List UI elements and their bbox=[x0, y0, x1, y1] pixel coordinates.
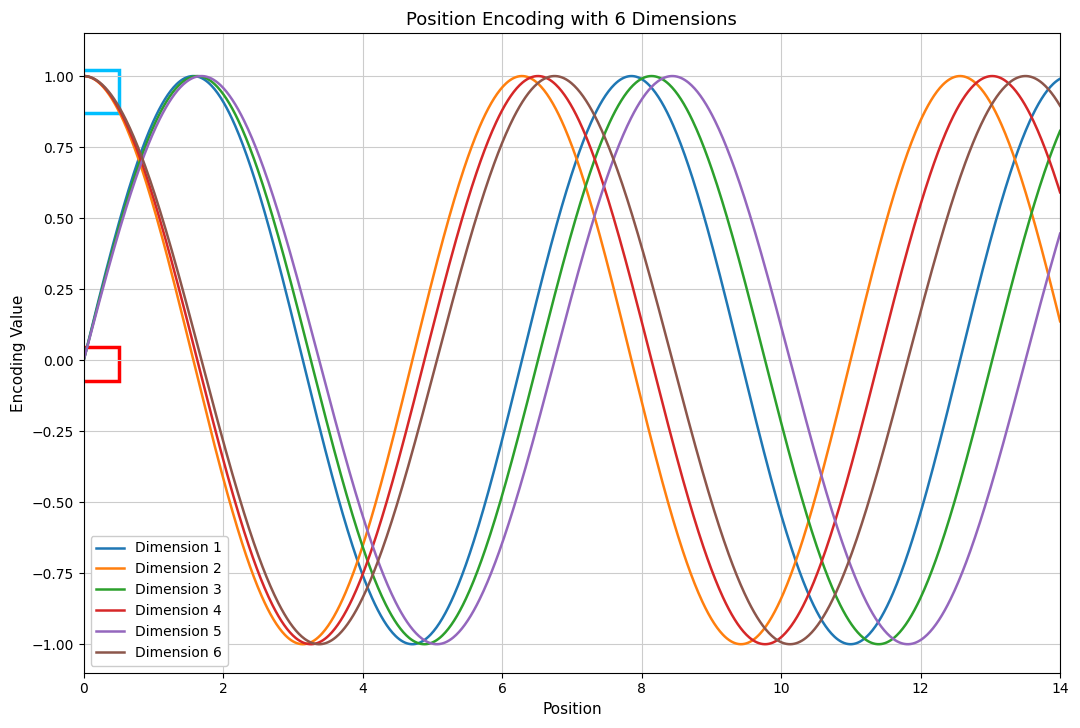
Bar bbox=[53, 71, 119, 113]
Legend: Dimension 1, Dimension 2, Dimension 3, Dimension 4, Dimension 5, Dimension 6: Dimension 1, Dimension 2, Dimension 3, D… bbox=[91, 536, 228, 665]
Dimension 6 bbox=[839, 564, 852, 573]
Line: Dimension 1: Dimension 1 bbox=[84, 76, 1061, 644]
Dimension 3 bbox=[177, 77, 190, 86]
Dimension 5 bbox=[665, 71, 678, 80]
Dimension 2 bbox=[78, 71, 91, 80]
Dimension 4 bbox=[78, 71, 91, 80]
Dimension 5 bbox=[1054, 229, 1067, 238]
Dimension 3 bbox=[472, 563, 485, 572]
Dimension 3 bbox=[748, 317, 761, 325]
Dimension 1 bbox=[474, 515, 487, 523]
Line: Dimension 6: Dimension 6 bbox=[84, 76, 1061, 644]
Dimension 2 bbox=[839, 374, 852, 383]
Dimension 1 bbox=[177, 74, 190, 83]
Dimension 6 bbox=[78, 71, 91, 80]
Dimension 4 bbox=[839, 480, 852, 488]
Dimension 5 bbox=[901, 640, 914, 649]
Dimension 3 bbox=[78, 356, 91, 365]
Dimension 5 bbox=[858, 592, 870, 601]
X-axis label: Position: Position bbox=[542, 702, 602, 717]
Line: Dimension 4: Dimension 4 bbox=[84, 76, 1061, 644]
Dimension 6 bbox=[313, 640, 326, 649]
Dimension 1 bbox=[406, 640, 419, 649]
Dimension 3 bbox=[872, 640, 885, 649]
Dimension 4 bbox=[858, 414, 870, 423]
Dimension 1 bbox=[840, 639, 853, 648]
Dimension 2 bbox=[177, 316, 190, 325]
Dimension 2 bbox=[1054, 317, 1067, 325]
Dimension 5 bbox=[508, 503, 521, 512]
Dimension 4 bbox=[177, 301, 190, 310]
Dimension 4 bbox=[1054, 188, 1067, 197]
Dimension 1 bbox=[1054, 74, 1067, 83]
Dimension 6 bbox=[509, 111, 522, 119]
Dimension 1 bbox=[750, 417, 762, 426]
Dimension 4 bbox=[508, 87, 521, 96]
Dimension 1 bbox=[859, 634, 872, 643]
Dimension 5 bbox=[839, 549, 852, 558]
Title: Position Encoding with 6 Dimensions: Position Encoding with 6 Dimensions bbox=[406, 11, 738, 29]
Dimension 2 bbox=[748, 634, 761, 643]
Y-axis label: Encoding Value: Encoding Value bbox=[11, 294, 26, 412]
Dimension 3 bbox=[645, 71, 658, 80]
Dimension 3 bbox=[508, 449, 521, 458]
Bar bbox=[53, 347, 119, 381]
Dimension 5 bbox=[748, 229, 761, 237]
Dimension 5 bbox=[472, 597, 485, 606]
Dimension 3 bbox=[839, 612, 852, 620]
Dimension 6 bbox=[1054, 101, 1067, 110]
Dimension 5 bbox=[177, 80, 190, 89]
Line: Dimension 5: Dimension 5 bbox=[84, 76, 1061, 644]
Dimension 1 bbox=[510, 381, 523, 389]
Dimension 6 bbox=[473, 202, 486, 211]
Dimension 4 bbox=[747, 636, 760, 645]
Dimension 6 bbox=[748, 609, 761, 618]
Line: Dimension 3: Dimension 3 bbox=[84, 76, 1061, 644]
Dimension 4 bbox=[758, 640, 771, 649]
Dimension 2 bbox=[296, 640, 309, 649]
Dimension 6 bbox=[858, 513, 870, 522]
Line: Dimension 2: Dimension 2 bbox=[84, 76, 1061, 644]
Dimension 2 bbox=[473, 122, 486, 131]
Dimension 5 bbox=[78, 356, 91, 365]
Dimension 3 bbox=[858, 634, 870, 643]
Dimension 6 bbox=[177, 288, 190, 297]
Dimension 4 bbox=[472, 162, 485, 171]
Dimension 3 bbox=[1054, 127, 1067, 135]
Dimension 1 bbox=[78, 356, 91, 365]
Dimension 2 bbox=[509, 74, 522, 82]
Dimension 2 bbox=[858, 303, 870, 312]
Dimension 1 bbox=[187, 71, 200, 80]
